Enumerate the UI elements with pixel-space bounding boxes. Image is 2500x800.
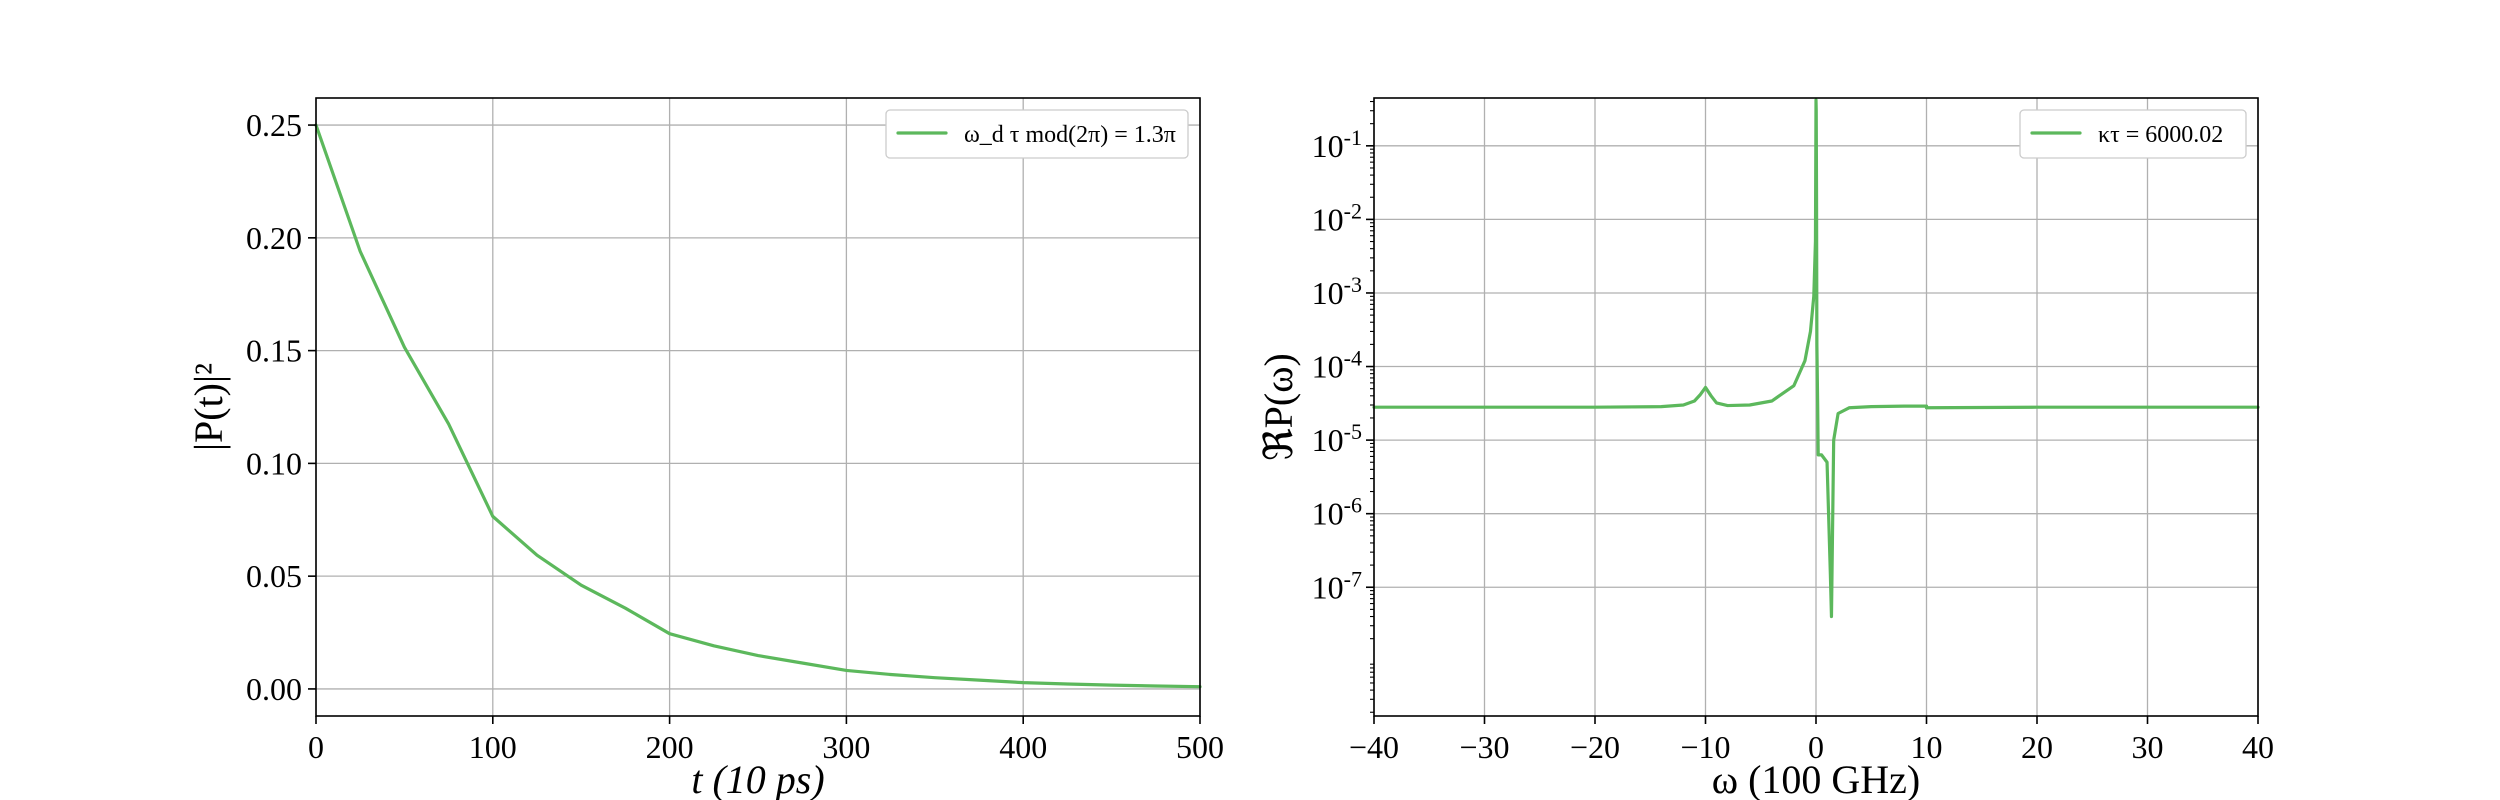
right-y-tick-label: 10-1 xyxy=(1312,125,1362,164)
left-y-tick-label: 0.10 xyxy=(246,445,302,481)
left-y-tick-label: 0.15 xyxy=(246,333,302,369)
right-y-tick-label: 10-2 xyxy=(1312,198,1362,237)
left-y-tick-label: 0.00 xyxy=(246,671,302,707)
right-y-axis-label: ℜP(ω) xyxy=(1256,353,1301,461)
left-legend-label: ω_d τ mod(2π) = 1.3π xyxy=(964,122,1176,148)
right-series-line xyxy=(1372,98,2260,619)
right-legend: κτ = 6000.02 xyxy=(2019,109,2247,159)
left-y-axis-label: |P(t)|² xyxy=(186,363,231,451)
right-x-tick-label: −20 xyxy=(1570,729,1620,765)
left-x-tick-label: 0 xyxy=(308,729,324,765)
right-y-tick-label: 10-6 xyxy=(1312,493,1362,532)
left-y-tick-label: 0.20 xyxy=(246,220,302,256)
right-x-axis-label: ω (100 GHz) xyxy=(1712,757,1921,800)
left-legend: ω_d τ mod(2π) = 1.3π xyxy=(885,109,1189,159)
right-y-tick-label: 10-7 xyxy=(1312,566,1362,605)
right-x-tick-label: 40 xyxy=(2242,729,2274,765)
left-x-tick-label: 100 xyxy=(469,729,517,765)
left-x-tick-label: 200 xyxy=(646,729,694,765)
right-y-tick-label: 10-3 xyxy=(1312,272,1362,311)
right-x-tick-label: −30 xyxy=(1459,729,1509,765)
left-y-tick-label: 0.05 xyxy=(246,558,302,594)
right-y-tick-label: 10-4 xyxy=(1312,346,1362,385)
right-chart: −40 −30 −20 −10 0 10 20 30 40 10-1 10-2 10-3 10-4 10-… xyxy=(1256,97,2274,800)
left-x-tick-label: 500 xyxy=(1176,729,1224,765)
right-axis-ticks: −40 −30 −20 −10 0 10 20 30 40 10-1 10-2 10-3 10-4 10-… xyxy=(1312,100,2274,765)
right-x-tick-label: 20 xyxy=(2021,729,2053,765)
right-x-tick-label: −40 xyxy=(1349,729,1399,765)
left-y-tick-label: 0.25 xyxy=(246,107,302,143)
left-legend-box xyxy=(885,109,1189,159)
left-plot-frame xyxy=(315,97,1201,717)
left-x-tick-label: 400 xyxy=(999,729,1047,765)
left-axis-ticks: 0 100 200 300 400 500 0.00 0.05 0.10 0.15 0.20 0.25 xyxy=(246,107,1224,765)
right-y-tick-label: 10-5 xyxy=(1312,419,1362,458)
left-gridlines xyxy=(315,98,1201,716)
right-x-tick-label: 30 xyxy=(2132,729,2164,765)
left-series-line xyxy=(314,123,1202,689)
right-x-tick-label: 0 xyxy=(1808,729,1824,765)
right-x-tick-label: 10 xyxy=(1911,729,1943,765)
left-x-axis-label: t (10 ps) xyxy=(691,757,824,800)
left-chart: 0 100 200 300 400 500 0.00 0.05 0.10 0.15 0.20 0.25… xyxy=(186,97,1224,800)
right-x-tick-label: −10 xyxy=(1680,729,1730,765)
right-legend-label: κτ = 6000.02 xyxy=(2098,122,2223,148)
left-x-tick-label: 300 xyxy=(822,729,870,765)
right-legend-box xyxy=(2019,109,2247,159)
